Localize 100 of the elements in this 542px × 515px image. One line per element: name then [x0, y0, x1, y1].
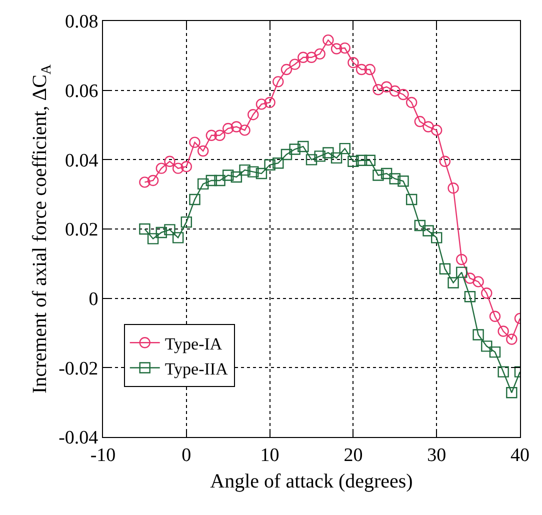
point	[180, 216, 192, 228]
point	[264, 159, 276, 170]
point	[506, 387, 518, 398]
point	[214, 130, 226, 141]
point	[406, 194, 418, 206]
point	[372, 170, 384, 181]
point	[256, 98, 268, 110]
point	[431, 232, 442, 244]
point	[314, 150, 326, 162]
point	[239, 124, 250, 136]
point	[272, 76, 284, 88]
point	[280, 64, 292, 76]
legend-label: Type-IIA	[164, 359, 229, 378]
legend-label: Type-IA	[164, 334, 223, 354]
point	[364, 64, 376, 76]
point	[448, 182, 459, 194]
point	[248, 166, 259, 178]
point	[464, 291, 476, 302]
point	[348, 57, 359, 68]
point	[506, 334, 518, 345]
point	[230, 121, 242, 132]
point	[164, 224, 176, 236]
point	[498, 366, 509, 378]
point	[306, 52, 318, 63]
point	[314, 48, 326, 60]
x-tick-label: 20	[344, 444, 363, 466]
point	[272, 158, 284, 169]
point	[414, 116, 426, 128]
point	[189, 136, 200, 148]
point	[298, 52, 309, 63]
point	[481, 288, 492, 299]
y-tick-label: -0.02	[58, 358, 98, 380]
point	[356, 154, 368, 166]
point	[456, 266, 468, 278]
x-tick-label: 40	[510, 444, 530, 466]
point	[464, 272, 476, 284]
point	[389, 85, 400, 97]
point	[197, 178, 209, 190]
point	[448, 277, 459, 288]
point	[139, 223, 150, 235]
point	[330, 43, 342, 54]
point	[380, 168, 392, 180]
point	[197, 145, 209, 157]
point	[139, 176, 150, 188]
point	[422, 121, 434, 132]
point	[322, 147, 334, 158]
x-tick-label: 0	[182, 444, 192, 466]
point	[289, 144, 300, 155]
point	[339, 142, 350, 154]
point	[172, 162, 184, 174]
point	[322, 34, 334, 46]
point	[348, 156, 359, 167]
x-tick-label: 10	[260, 444, 280, 466]
point	[481, 340, 492, 352]
point	[439, 156, 451, 167]
point	[248, 109, 259, 120]
point	[239, 164, 250, 176]
point	[498, 326, 509, 337]
point	[180, 161, 192, 172]
point	[206, 174, 218, 186]
point	[489, 310, 501, 322]
point	[156, 226, 167, 238]
point	[356, 64, 368, 76]
point	[472, 276, 484, 288]
point	[222, 170, 234, 181]
point	[406, 96, 418, 108]
point	[147, 233, 159, 244]
y-tick-label: 0	[88, 288, 98, 310]
point	[306, 154, 318, 166]
point	[489, 346, 501, 358]
point	[398, 88, 409, 100]
point	[230, 171, 242, 183]
point	[147, 174, 159, 186]
point	[189, 194, 200, 206]
point	[372, 84, 384, 96]
point	[289, 58, 300, 70]
point	[222, 122, 234, 134]
point	[264, 96, 276, 108]
y-tick-label: 0.04	[64, 150, 99, 172]
point	[256, 168, 268, 180]
point	[380, 81, 392, 92]
y-tick-label: 0.08	[64, 12, 98, 33]
point	[280, 148, 292, 160]
point	[472, 329, 484, 340]
point	[214, 174, 226, 186]
point	[439, 263, 451, 274]
point	[172, 232, 184, 244]
x-tick-label: 30	[427, 444, 446, 466]
point	[456, 254, 468, 266]
point	[330, 152, 342, 164]
point	[398, 176, 409, 187]
point	[422, 225, 434, 236]
point	[164, 156, 176, 167]
point	[364, 154, 376, 166]
point	[339, 42, 350, 54]
point	[206, 130, 218, 141]
point	[156, 162, 167, 174]
point	[414, 220, 426, 232]
y-tick-label: 0.02	[64, 220, 98, 241]
point	[431, 124, 442, 136]
